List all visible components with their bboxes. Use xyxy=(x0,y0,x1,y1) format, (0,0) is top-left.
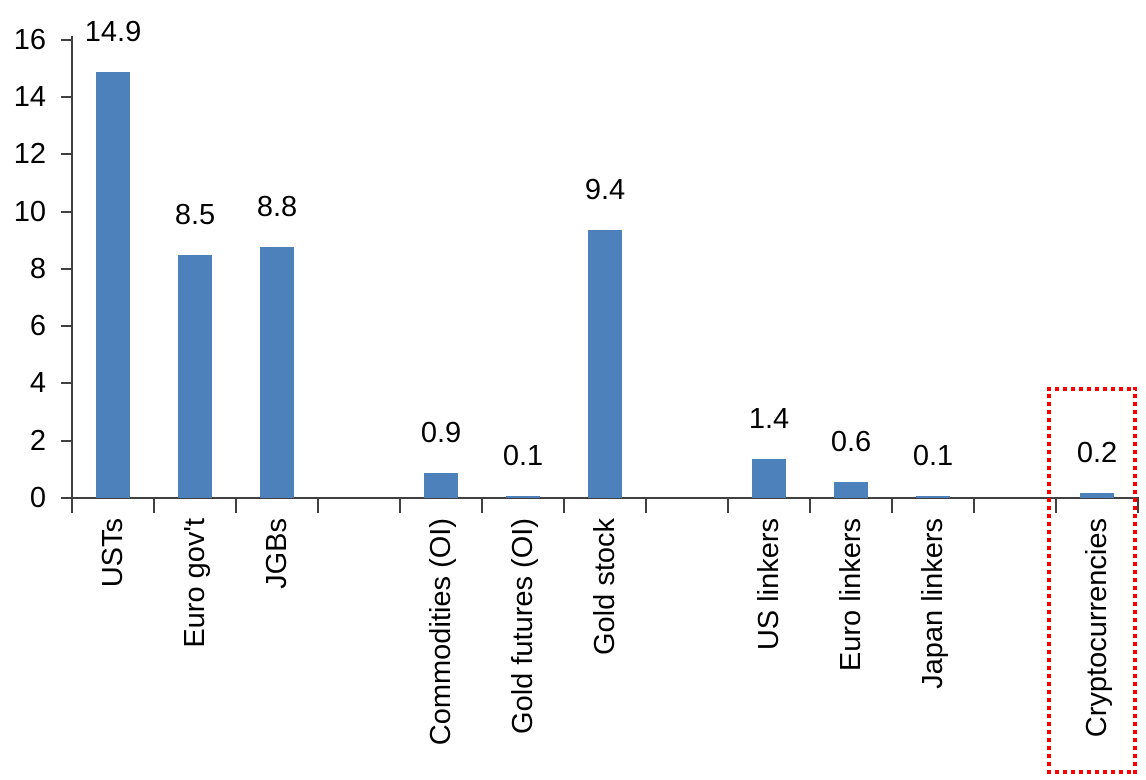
bar-gold-stock xyxy=(588,230,622,498)
x-tick xyxy=(727,497,729,513)
bar-value-label: 14.9 xyxy=(84,16,142,48)
bar-value-label: 8.8 xyxy=(256,191,298,223)
x-tick xyxy=(973,497,975,513)
bar-value-label: 0.1 xyxy=(502,440,544,472)
y-tick-label: 0 xyxy=(29,482,46,514)
bar-value-label: 0.6 xyxy=(830,426,872,458)
bar-value-label: 0.9 xyxy=(420,417,462,449)
category-label: Gold stock xyxy=(589,518,621,655)
category-label: Gold futures (OI) xyxy=(507,518,539,734)
x-tick xyxy=(809,497,811,513)
bar-usts xyxy=(96,72,130,498)
x-tick xyxy=(481,497,483,513)
y-tick xyxy=(61,211,72,213)
category-label: Japan linkers xyxy=(917,518,949,689)
y-tick xyxy=(61,39,72,41)
y-tick xyxy=(61,497,72,499)
bar-jgbs xyxy=(260,247,294,498)
bar-euro-gov-t xyxy=(178,255,212,498)
y-tick xyxy=(61,382,72,384)
category-label: JGBs xyxy=(261,518,293,589)
y-tick-label: 8 xyxy=(29,253,46,285)
y-axis-line xyxy=(71,36,73,499)
y-tick xyxy=(61,96,72,98)
bar-value-label: 1.4 xyxy=(748,403,790,435)
x-tick xyxy=(153,497,155,513)
highlight-dotted-box xyxy=(1047,387,1137,774)
x-tick xyxy=(1137,497,1139,513)
y-tick xyxy=(61,268,72,270)
y-tick-label: 4 xyxy=(29,367,46,399)
x-axis-line xyxy=(71,497,1139,499)
category-label: USTs xyxy=(97,518,129,588)
bar-commodities-oi- xyxy=(424,473,458,498)
bar-value-label: 9.4 xyxy=(584,174,626,206)
x-tick xyxy=(645,497,647,513)
x-tick xyxy=(317,497,319,513)
y-tick-label: 2 xyxy=(29,425,46,457)
y-tick-label: 12 xyxy=(13,138,46,170)
bar-japan-linkers xyxy=(916,496,950,498)
y-tick xyxy=(61,325,72,327)
y-tick xyxy=(61,153,72,155)
x-tick xyxy=(891,497,893,513)
x-tick xyxy=(399,497,401,513)
y-tick-label: 10 xyxy=(13,196,46,228)
bar-euro-linkers xyxy=(834,482,868,498)
y-tick-label: 16 xyxy=(13,24,46,56)
bar-value-label: 0.1 xyxy=(912,440,954,472)
category-label: Euro gov't xyxy=(179,518,211,648)
category-label: Euro linkers xyxy=(835,518,867,672)
bar-us-linkers xyxy=(752,459,786,498)
y-tick-label: 6 xyxy=(29,310,46,342)
bar-gold-futures-oi- xyxy=(506,496,540,498)
y-tick-label: 14 xyxy=(13,81,46,113)
category-label: Commodities (OI) xyxy=(425,518,457,746)
x-tick xyxy=(563,497,565,513)
x-tick xyxy=(71,497,73,513)
x-tick xyxy=(235,497,237,513)
bar-value-label: 8.5 xyxy=(174,199,216,231)
category-label: US linkers xyxy=(753,518,785,651)
y-tick xyxy=(61,440,72,442)
